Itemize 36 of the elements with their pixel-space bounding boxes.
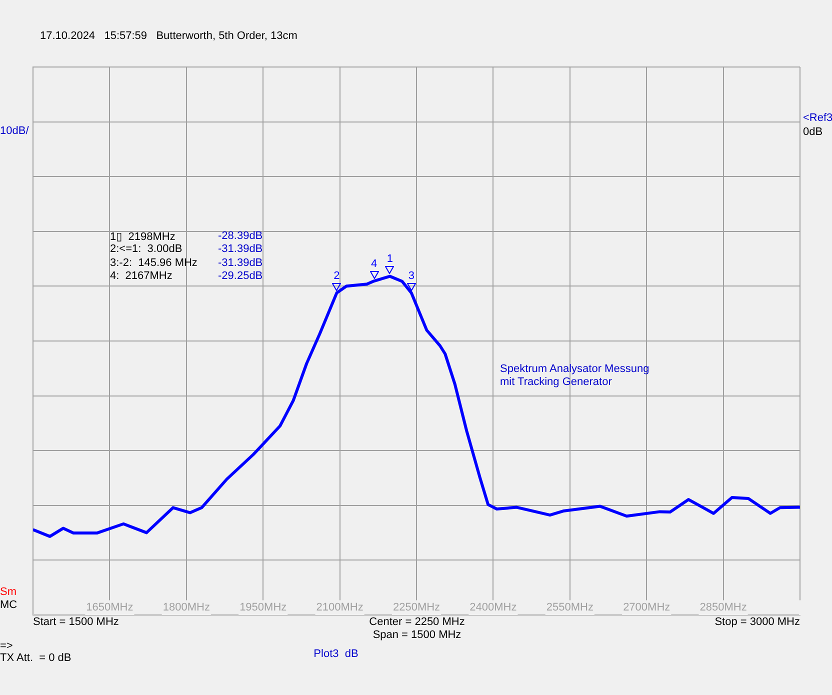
x-tick-label: 2700MHz (623, 602, 670, 614)
x-tick-label: 1950MHz (240, 602, 287, 614)
annotation: 3 (408, 270, 414, 282)
x-tick-label: 2100MHz (316, 602, 364, 614)
text: 10dB/ (0, 125, 29, 137)
annotation: 4: 2167MHz (110, 270, 172, 282)
text: Plot3 dB (314, 648, 358, 660)
text: 3:-2: 145.96 MHz (110, 257, 198, 269)
x-tick-label: 2400MHz (470, 602, 517, 614)
annotation: Spektrum Analysator Messung (500, 363, 650, 375)
text: Start = 1500 MHz (33, 616, 119, 628)
annotation: 4 (370, 258, 378, 270)
text: 0dB (803, 126, 823, 138)
x-tick-label: 1650MHz (86, 602, 134, 614)
text: <Ref3 (803, 112, 832, 124)
text: TX Att. = 0 dB (0, 652, 72, 664)
chart-subtitle: 17.10.2024 15:57:59 Butterworth, 5th Order, 13cm (40, 30, 298, 42)
text: => (0, 640, 13, 652)
text: 2:<=1: 3.00dB (110, 243, 182, 255)
annotation: 2 (334, 270, 340, 282)
text: Span = 1500 MHz (372, 629, 462, 641)
text: -31.39dB (218, 257, 263, 269)
annotation: mit Tracking Generator (500, 376, 612, 388)
text: MC (0, 599, 18, 611)
text: Center = 2250 MHz (369, 616, 465, 628)
x-tick-label: 2550MHz (546, 602, 594, 614)
text: -28.39dB (218, 230, 263, 242)
text: 1▯ 2198MHz (110, 231, 176, 243)
x-tick-label: 1800MHz (162, 602, 210, 614)
text: -31.39dB (218, 243, 263, 255)
text: Sm (0, 586, 16, 598)
x-tick-label: 2250MHz (392, 602, 440, 614)
annotation: 1 (386, 253, 393, 266)
x-tick-label: 2850MHz (700, 602, 747, 614)
text: Stop = 3000 MHz (714, 616, 800, 628)
annotation: -29.25dB (218, 270, 263, 282)
